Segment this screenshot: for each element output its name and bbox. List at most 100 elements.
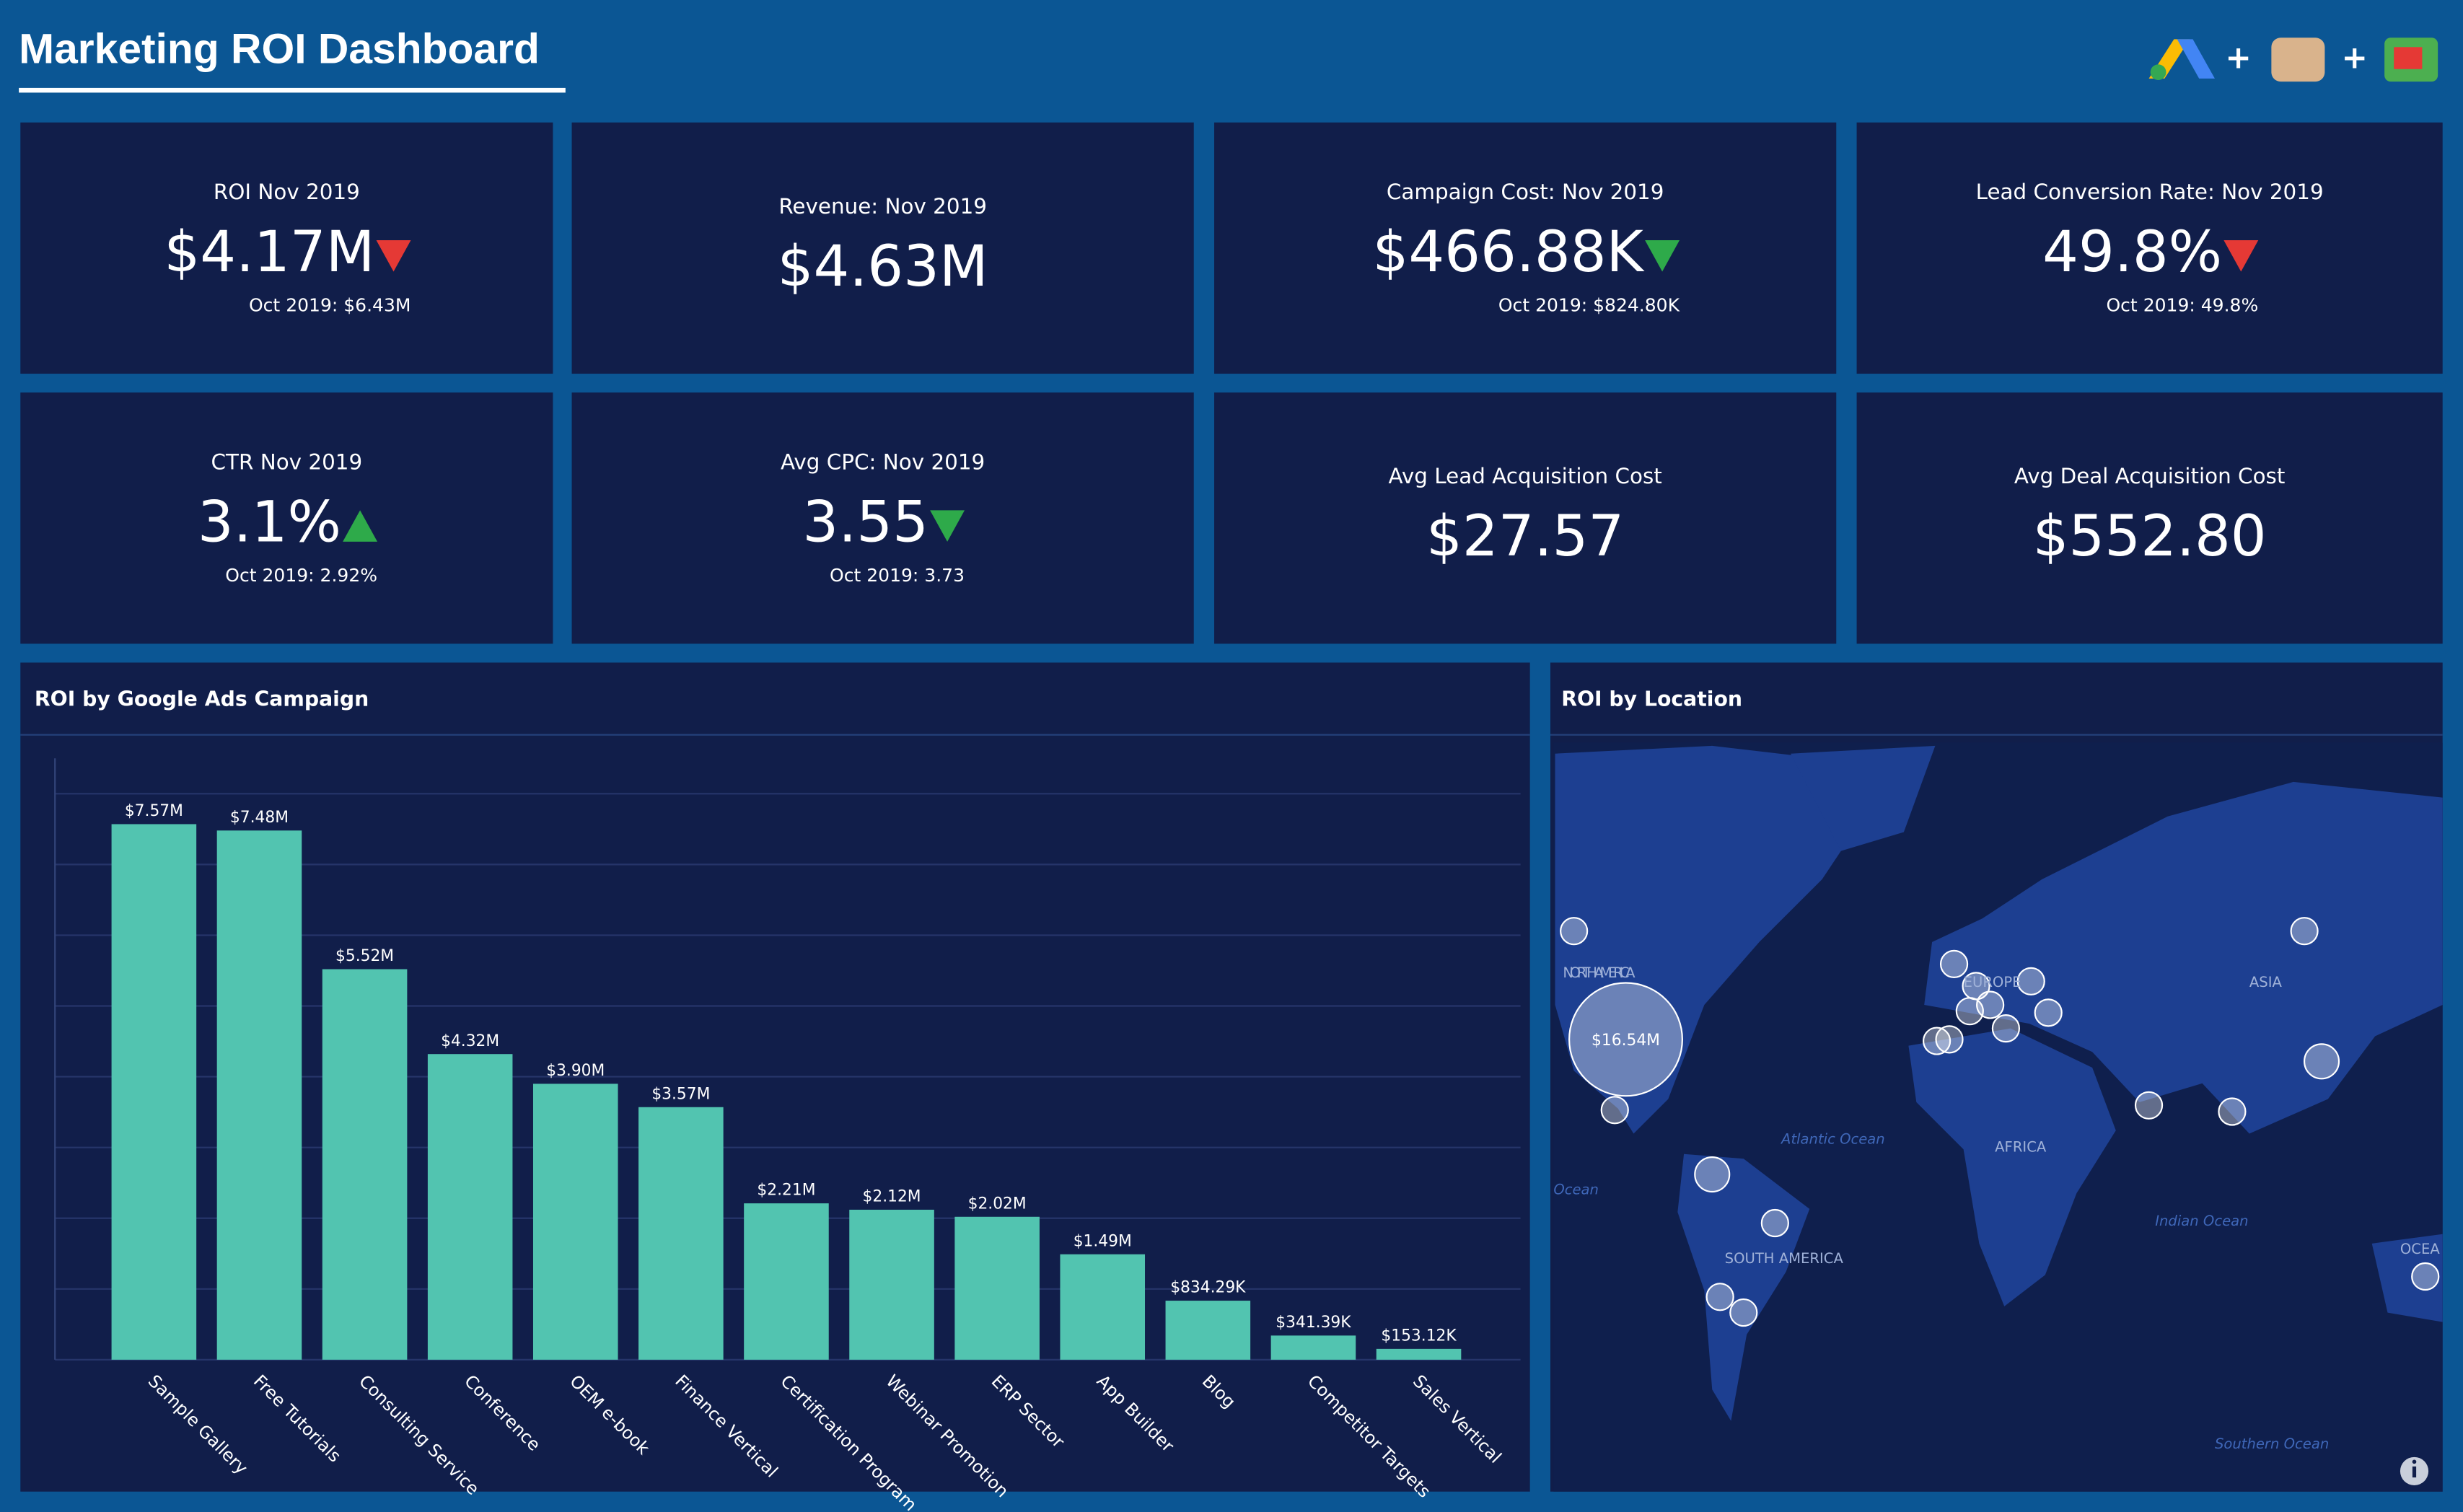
ocean-label: Ocean bbox=[1553, 1181, 1599, 1197]
bar[interactable] bbox=[954, 1216, 1040, 1360]
kpi-comparison: Oct 2019: $824.80K bbox=[1498, 294, 1680, 315]
bubble-label: $16.54M bbox=[1591, 1032, 1660, 1050]
location-dot[interactable] bbox=[2290, 917, 2319, 946]
panel-title: ROI by Location bbox=[1561, 687, 1742, 711]
location-dot[interactable] bbox=[1705, 1283, 1734, 1311]
kpi-value: $552.80 bbox=[2033, 504, 2267, 569]
continent bbox=[1555, 745, 1885, 1134]
kpi-card bbox=[1856, 122, 2443, 374]
trend-arrow bbox=[2223, 240, 2259, 272]
location-bubble[interactable] bbox=[1568, 982, 1683, 1097]
kpi-card bbox=[20, 392, 553, 644]
kpi-value: $466.88K bbox=[1372, 219, 1645, 285]
crm-icon bbox=[2271, 38, 2325, 82]
location-dot[interactable] bbox=[1560, 917, 1589, 946]
location-dot[interactable] bbox=[2411, 1262, 2440, 1291]
location-dot[interactable] bbox=[1955, 997, 1984, 1026]
ads-icon bbox=[2177, 39, 2215, 79]
title-underline bbox=[19, 87, 566, 93]
location-dot[interactable] bbox=[1694, 1156, 1731, 1193]
ocean-label: Southern Ocean bbox=[2215, 1436, 2329, 1452]
bar[interactable] bbox=[1376, 1348, 1462, 1360]
value-label: $1.49M bbox=[1074, 1232, 1132, 1250]
kpi-comparison: Oct 2019: 3.73 bbox=[830, 565, 965, 586]
location-dot[interactable] bbox=[1935, 1025, 1964, 1054]
kpi-label: Campaign Cost: Nov 2019 bbox=[1387, 180, 1664, 204]
kpi-comparison: Oct 2019: 49.8% bbox=[2106, 294, 2258, 315]
value-label: $2.02M bbox=[968, 1195, 1027, 1213]
location-dot[interactable] bbox=[1991, 1014, 2021, 1043]
continent bbox=[1908, 1028, 2116, 1306]
kpi-label: ROI Nov 2019 bbox=[214, 180, 360, 204]
value-label: $4.32M bbox=[441, 1032, 499, 1050]
kpi-card bbox=[1214, 122, 1837, 374]
bar[interactable] bbox=[216, 830, 302, 1360]
location-dot[interactable] bbox=[2034, 998, 2063, 1027]
kpi-label: Avg Lead Acquisition Cost bbox=[1389, 464, 1662, 488]
kpi-label: Revenue: Nov 2019 bbox=[778, 194, 987, 219]
kpi-value: $4.63M bbox=[778, 234, 988, 299]
bar[interactable] bbox=[1165, 1301, 1251, 1360]
map: $16.54M NORTH AMERICA EUROPE ASIA AFRICA… bbox=[1553, 742, 2443, 1492]
value-label: $5.52M bbox=[335, 947, 394, 965]
bar[interactable] bbox=[1060, 1254, 1146, 1360]
region-label: SOUTH AMERICA bbox=[1725, 1250, 1844, 1267]
analytics-icon bbox=[2394, 47, 2423, 69]
plus-sign: + bbox=[2225, 40, 2251, 76]
location-dot[interactable] bbox=[1760, 1208, 1789, 1238]
location-dot[interactable] bbox=[2016, 967, 2045, 995]
kpi-label: Lead Conversion Rate: Nov 2019 bbox=[1976, 180, 2324, 204]
plus-sign: + bbox=[2342, 40, 2368, 76]
region-label: ASIA bbox=[2249, 974, 2283, 990]
kpi-card bbox=[571, 122, 1194, 374]
location-bubbles bbox=[1560, 917, 2440, 1327]
value-label: $153.12K bbox=[1381, 1327, 1457, 1345]
trend-arrow bbox=[930, 510, 965, 542]
continent bbox=[1677, 1153, 1810, 1421]
kpi-value: 3.1% bbox=[198, 490, 341, 555]
continent bbox=[1791, 745, 1936, 851]
kpi-value: $4.17M bbox=[164, 219, 374, 285]
continent bbox=[2371, 1234, 2443, 1322]
bar[interactable] bbox=[638, 1107, 724, 1360]
value-label: $2.12M bbox=[863, 1188, 921, 1206]
value-label: $341.39K bbox=[1276, 1314, 1351, 1332]
bar[interactable] bbox=[427, 1054, 513, 1360]
location-dot[interactable] bbox=[1600, 1096, 1629, 1125]
kpi-label: CTR Nov 2019 bbox=[211, 450, 363, 475]
kpi-value: $27.57 bbox=[1426, 504, 1624, 569]
dashboard-title: Marketing ROI Dashboard bbox=[19, 25, 540, 72]
bar[interactable] bbox=[849, 1209, 934, 1360]
trend-arrow bbox=[1645, 240, 1680, 272]
kpi-label: Avg Deal Acquisition Cost bbox=[2014, 464, 2286, 488]
location-dot[interactable] bbox=[1939, 949, 1969, 978]
value-label: $7.57M bbox=[125, 802, 183, 820]
location-dot[interactable] bbox=[1729, 1298, 1758, 1327]
trend-arrow bbox=[376, 240, 411, 272]
panel-title: ROI by Google Ads Campaign bbox=[35, 687, 369, 711]
kpi-grid: ROI Nov 2019 $4.17M Oct 2019: $6.43M Revenu… bbox=[20, 122, 2443, 644]
info-icon bbox=[2412, 1466, 2417, 1478]
kpi-card bbox=[1214, 392, 1837, 644]
location-dot[interactable] bbox=[2304, 1043, 2340, 1080]
region-label: AFRICA bbox=[1995, 1139, 2047, 1156]
bar[interactable] bbox=[744, 1203, 829, 1360]
source-icons bbox=[2148, 38, 2438, 82]
bar[interactable] bbox=[111, 824, 197, 1360]
ocean-label: Atlantic Ocean bbox=[1780, 1131, 1885, 1148]
location-dot[interactable] bbox=[2134, 1091, 2164, 1120]
region-label: OCEA bbox=[2400, 1241, 2440, 1257]
value-label: $7.48M bbox=[230, 809, 289, 827]
bar[interactable] bbox=[1270, 1335, 1356, 1360]
bar[interactable] bbox=[532, 1084, 618, 1360]
value-label: $3.90M bbox=[546, 1062, 605, 1080]
region-label: NORTH AMERICA bbox=[1563, 964, 1636, 981]
value-label: $834.29K bbox=[1170, 1279, 1246, 1297]
kpi-card bbox=[1856, 392, 2443, 644]
bar[interactable] bbox=[322, 969, 408, 1360]
kpi-comparison: Oct 2019: $6.43M bbox=[249, 294, 410, 315]
value-label: $3.57M bbox=[651, 1085, 710, 1103]
kpi-label: Avg CPC: Nov 2019 bbox=[781, 450, 985, 475]
location-dot[interactable] bbox=[2218, 1097, 2247, 1126]
